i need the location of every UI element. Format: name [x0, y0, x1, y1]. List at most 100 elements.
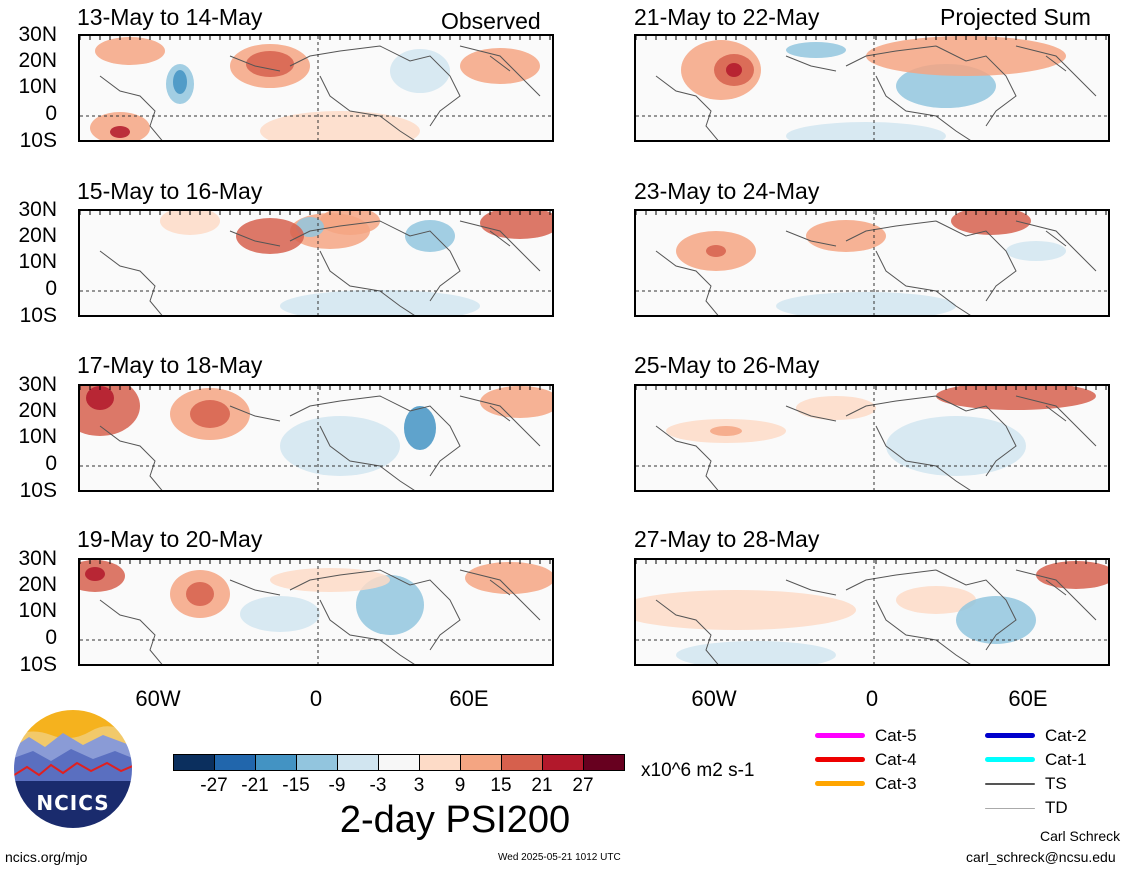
map-panel — [78, 34, 554, 142]
field-contour — [936, 386, 1096, 410]
field-contour — [320, 211, 380, 235]
colorbar-tick-label: 15 — [490, 775, 512, 796]
colorbar-tick-label: 3 — [413, 775, 425, 796]
panel-title: 25-May to 26-May — [634, 352, 820, 378]
coastline — [99, 395, 541, 490]
field-contour — [786, 122, 946, 140]
colorbar-swatch — [255, 754, 297, 771]
field-contour — [1036, 561, 1108, 589]
storm-legend-label: Cat-2 — [1045, 726, 1087, 745]
lon-label: 0 — [309, 686, 323, 711]
lat-label: 10N — [18, 425, 57, 448]
panel-title: 19-May to 20-May — [77, 526, 263, 552]
colorbar-units: x10^6 m2 s-1 — [641, 760, 755, 781]
storm-legend-line — [815, 733, 865, 738]
lon-label: 60E — [449, 686, 489, 711]
lon-label: 60E — [1008, 686, 1048, 711]
footer-url: ncics.org/mjo — [5, 849, 88, 865]
colorbar-swatch — [419, 754, 461, 771]
field-contour — [480, 211, 552, 239]
lat-label: 10S — [19, 653, 57, 676]
storm-legend-line — [985, 808, 1035, 809]
storm-legend-line — [815, 757, 865, 762]
coastline — [99, 569, 541, 664]
footer-author: Carl Schreck — [1040, 828, 1121, 844]
panel-title: 21-May to 22-May — [634, 4, 820, 30]
lat-label: 20N — [18, 224, 57, 247]
colorbar-tick-label: -9 — [328, 775, 346, 796]
colorbar-swatch — [378, 754, 420, 771]
lat-label: 30N — [18, 198, 57, 221]
field-contour — [240, 596, 320, 632]
footer-timestamp: Wed 2025-05-21 1012 UTC — [498, 852, 621, 863]
field-contour — [460, 48, 540, 84]
storm-legend-line — [985, 733, 1035, 738]
panel-title: 23-May to 24-May — [634, 178, 820, 204]
lat-label: 30N — [18, 23, 57, 46]
map-panel — [634, 558, 1110, 666]
lat-label: 30N — [18, 547, 57, 570]
lat-label: 0 — [45, 626, 57, 649]
colorbar-title: 2-day PSI200 — [339, 799, 571, 841]
lat-label: 10N — [18, 250, 57, 273]
field-contour — [786, 42, 846, 58]
field-contour — [636, 590, 856, 630]
lon-label: 0 — [865, 686, 879, 711]
lon-label: 60W — [135, 686, 181, 711]
storm-legend-label: TS — [1045, 774, 1067, 793]
footer-email: carl_schreck@ncsu.edu — [966, 849, 1116, 865]
field-contour — [896, 586, 976, 614]
colorbar-tick-label: -15 — [282, 775, 310, 796]
field-contour — [85, 567, 105, 581]
lat-label: 0 — [45, 452, 57, 475]
colorbar-swatch — [173, 754, 215, 771]
field-contour — [110, 126, 130, 138]
colorbar-tick-label: 21 — [531, 775, 553, 796]
map-panel — [634, 34, 1110, 142]
field-contour — [280, 290, 480, 315]
projected-sum-header: Projected Sum — [940, 4, 1091, 30]
panel-title: 13-May to 14-May — [77, 4, 263, 30]
coastline — [655, 395, 1097, 490]
panel-title: 15-May to 16-May — [77, 178, 263, 204]
storm-legend-line — [985, 757, 1035, 762]
coastline — [99, 220, 541, 315]
field-contour — [86, 386, 114, 410]
storm-legend-line — [985, 783, 1035, 785]
coastline — [655, 569, 1097, 664]
field-contour — [480, 386, 552, 418]
storm-legend-label: Cat-3 — [875, 774, 917, 793]
field-contour — [706, 245, 726, 257]
field-contour — [356, 575, 424, 635]
colorbar-tick-label: -21 — [241, 775, 269, 796]
lat-label: 10N — [18, 599, 57, 622]
lat-label: 10N — [18, 75, 57, 98]
lat-label: 20N — [18, 399, 57, 422]
storm-legend-label: Cat-5 — [875, 726, 917, 745]
field-contour — [951, 211, 1031, 235]
colorbar-swatch — [296, 754, 338, 771]
map-panel — [78, 209, 554, 317]
lat-label: 0 — [45, 102, 57, 125]
panel-title: 17-May to 18-May — [77, 352, 263, 378]
colorbar-swatch — [460, 754, 502, 771]
field-contour — [796, 396, 876, 420]
field-contour — [280, 416, 400, 476]
colorbar-tick-label: 9 — [454, 775, 466, 796]
map-panel — [78, 558, 554, 666]
field-contour — [676, 641, 836, 664]
map-panel — [634, 209, 1110, 317]
field-contour — [866, 36, 1066, 76]
observed-header: Observed — [441, 8, 541, 34]
colorbar-swatch — [214, 754, 256, 771]
colorbar-tick-label: -27 — [200, 775, 228, 796]
field-contour — [710, 426, 742, 436]
logo-text: NCICS — [36, 791, 110, 815]
field-contour — [465, 562, 552, 594]
colorbar-swatch — [337, 754, 379, 771]
field-contour — [405, 220, 455, 252]
field-contour — [186, 582, 214, 606]
field-contour — [260, 111, 420, 140]
coastline — [655, 45, 1097, 140]
field-contour — [956, 596, 1036, 644]
